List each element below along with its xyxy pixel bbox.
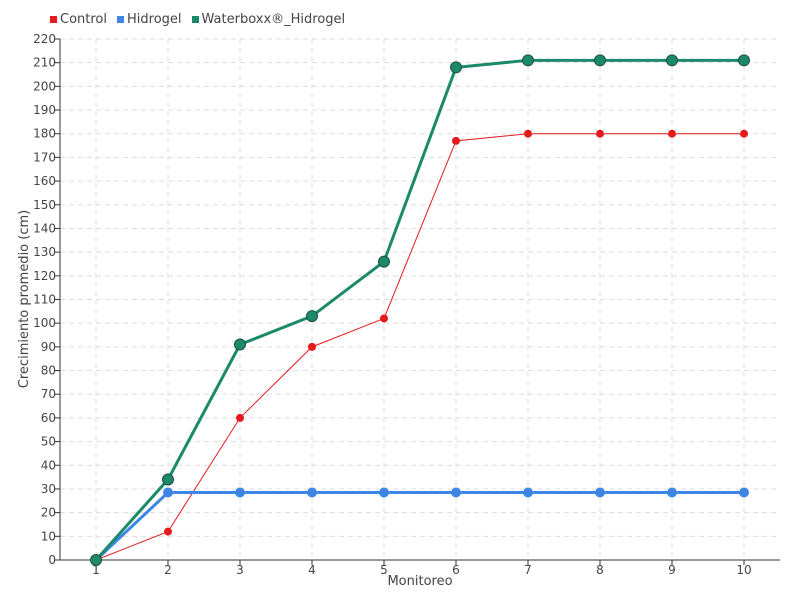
data-point[interactable] bbox=[378, 255, 390, 268]
y-tick-label: 60 bbox=[41, 411, 56, 425]
y-axis-title: Crecimiento promedio (cm) bbox=[17, 210, 32, 388]
series-line bbox=[94, 58, 744, 561]
data-point[interactable] bbox=[451, 487, 461, 498]
y-tick-label: 150 bbox=[33, 198, 56, 212]
data-point[interactable] bbox=[523, 487, 533, 498]
data-point[interactable] bbox=[596, 129, 604, 138]
series-group bbox=[90, 54, 750, 566]
y-tick-label: 100 bbox=[33, 316, 56, 330]
data-point[interactable] bbox=[236, 413, 244, 422]
data-point[interactable] bbox=[450, 61, 462, 74]
legend-swatch-hidrogel bbox=[117, 16, 124, 23]
data-point[interactable] bbox=[164, 527, 172, 536]
legend-item-hidrogel[interactable]: Hidrogel bbox=[117, 12, 182, 27]
data-point[interactable] bbox=[666, 54, 678, 67]
y-tick-label: 0 bbox=[48, 553, 56, 567]
data-point[interactable] bbox=[162, 473, 174, 486]
series-line bbox=[94, 491, 744, 562]
data-point[interactable] bbox=[235, 487, 245, 498]
grid-lines bbox=[60, 38, 780, 560]
y-tick-label: 70 bbox=[41, 387, 56, 401]
data-point[interactable] bbox=[308, 342, 316, 351]
data-point[interactable] bbox=[452, 136, 460, 145]
x-tick-label: 2 bbox=[164, 563, 172, 577]
x-axis-title: Monitoreo bbox=[387, 574, 452, 589]
data-point[interactable] bbox=[740, 129, 748, 138]
legend-item-control[interactable]: Control bbox=[50, 12, 107, 27]
y-tick-label: 190 bbox=[33, 103, 56, 117]
data-point[interactable] bbox=[379, 487, 389, 498]
legend-label-control: Control bbox=[60, 12, 107, 27]
data-point[interactable] bbox=[90, 554, 102, 566]
x-tick-label: 6 bbox=[452, 563, 460, 577]
y-tick-label: 10 bbox=[41, 529, 56, 543]
y-tick-label: 210 bbox=[33, 56, 56, 70]
x-tick-label: 10 bbox=[736, 563, 751, 577]
x-tick-label: 4 bbox=[308, 563, 316, 577]
y-tick-label: 20 bbox=[41, 506, 56, 520]
y-tick-label: 140 bbox=[33, 221, 56, 235]
series-waterboxx-hidrogel bbox=[90, 54, 750, 566]
x-tick-label: 9 bbox=[668, 563, 676, 577]
data-point[interactable] bbox=[234, 338, 246, 351]
y-tick-label: 160 bbox=[33, 174, 56, 188]
data-point[interactable] bbox=[307, 487, 317, 498]
legend-label-waterboxx-hidrogel: Waterboxx®_Hidrogel bbox=[201, 12, 346, 27]
y-tick-label: 180 bbox=[33, 127, 56, 141]
y-tick-label: 90 bbox=[41, 340, 56, 354]
data-point[interactable] bbox=[595, 487, 605, 498]
y-tick-label: 170 bbox=[33, 150, 56, 164]
y-tick-label: 50 bbox=[41, 435, 56, 449]
y-tick-label: 130 bbox=[33, 245, 56, 259]
data-point[interactable] bbox=[163, 487, 173, 498]
legend-item-waterboxx-hidrogel[interactable]: Waterboxx®_Hidrogel bbox=[191, 12, 346, 27]
data-point[interactable] bbox=[739, 487, 749, 498]
series-hidrogel bbox=[91, 487, 749, 565]
y-tick-label: 30 bbox=[41, 482, 56, 496]
x-tick-label: 1 bbox=[92, 563, 100, 577]
x-axis-ticks: 1 2 3 4 5 6 7 8 9 10 bbox=[92, 560, 752, 577]
chart-legend: Control Hidrogel Waterboxx®_Hidrogel bbox=[50, 12, 345, 27]
legend-label-hidrogel: Hidrogel bbox=[127, 12, 182, 27]
y-tick-label: 80 bbox=[41, 364, 56, 378]
y-axis-ticks: 0 10 20 30 40 50 60 70 80 90 100 110 120 130 140 150 160… bbox=[33, 32, 60, 567]
legend-swatch-waterboxx-hidrogel bbox=[191, 16, 199, 23]
y-tick-label: 120 bbox=[33, 269, 56, 283]
x-tick-label: 7 bbox=[524, 563, 532, 577]
data-point[interactable] bbox=[522, 54, 534, 67]
y-tick-label: 220 bbox=[33, 32, 56, 46]
y-tick-label: 200 bbox=[33, 79, 56, 93]
data-point[interactable] bbox=[738, 54, 750, 67]
x-tick-label: 8 bbox=[596, 563, 604, 577]
data-point[interactable] bbox=[594, 54, 606, 67]
data-point[interactable] bbox=[668, 129, 676, 138]
data-point[interactable] bbox=[524, 129, 532, 138]
y-tick-label: 40 bbox=[41, 458, 56, 472]
x-tick-label: 3 bbox=[236, 563, 244, 577]
legend-swatch-control bbox=[50, 16, 57, 23]
data-point[interactable] bbox=[380, 314, 388, 323]
series-line bbox=[95, 133, 744, 561]
x-tick-label: 5 bbox=[380, 563, 388, 577]
y-tick-label: 110 bbox=[33, 293, 56, 307]
data-point[interactable] bbox=[306, 310, 318, 323]
data-point[interactable] bbox=[667, 487, 677, 498]
